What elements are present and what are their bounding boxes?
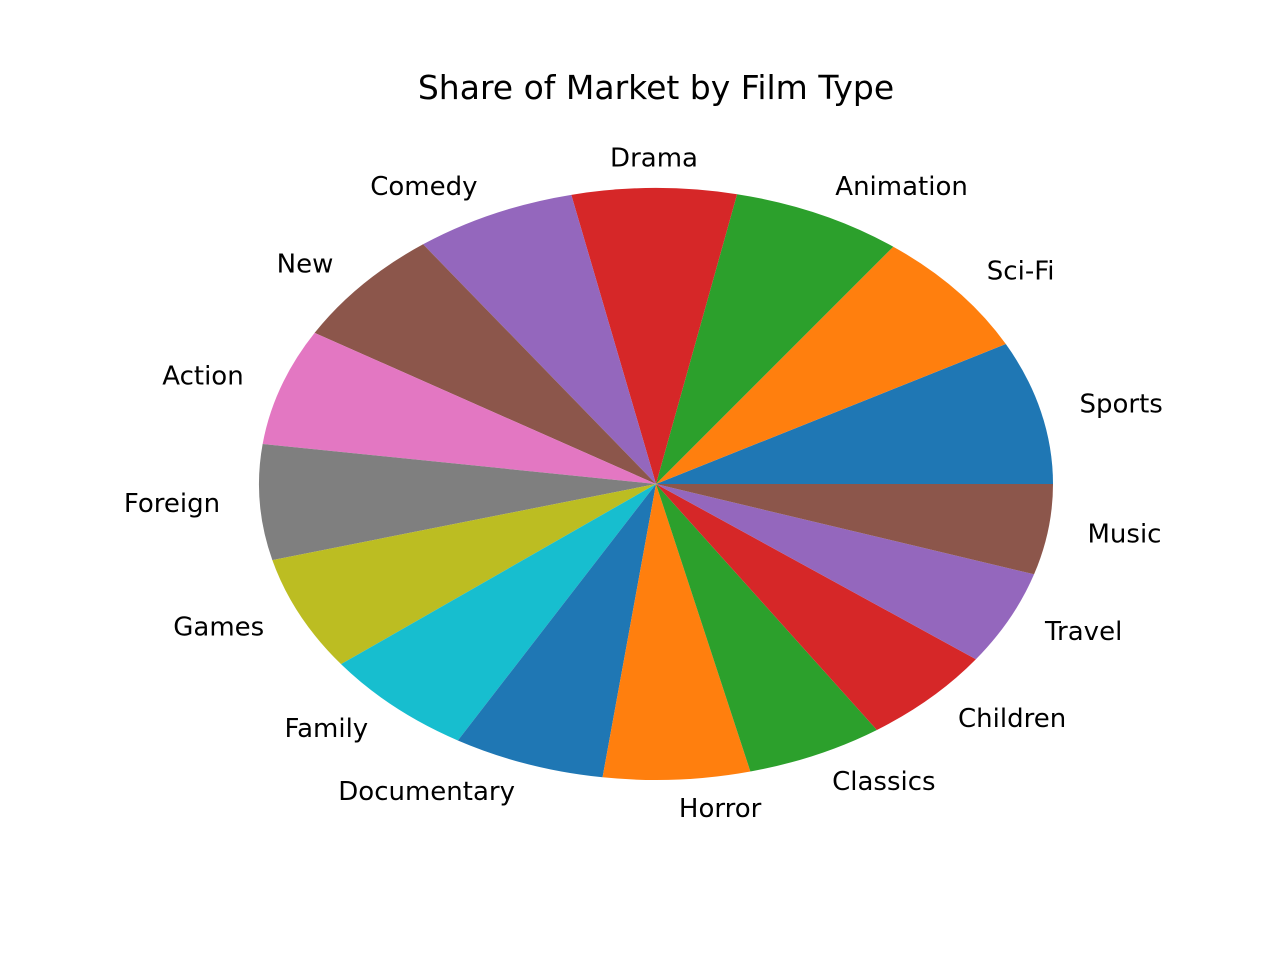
pie-slice-drama <box>571 188 738 484</box>
pie-label-children: Children <box>958 704 1066 734</box>
pie-slice-sci-fi <box>656 246 1006 484</box>
pie-labels: Sports Sci-Fi Animation Drama Comedy New Actio… <box>124 143 1163 824</box>
pie-slice-sports <box>656 344 1053 484</box>
pie-slice-games <box>272 484 656 665</box>
pie-label-foreign: Foreign <box>124 489 220 519</box>
pie-label-sports: Sports <box>1080 390 1163 420</box>
pie-slice-new <box>314 244 656 484</box>
pie-label-new: New <box>277 250 334 280</box>
pie-label-action: Action <box>162 362 243 392</box>
pie-slice-comedy <box>423 194 656 484</box>
pie-slice-animation <box>656 194 894 485</box>
pie-label-classics: Classics <box>832 767 935 797</box>
pie-slice-children <box>656 484 976 730</box>
pie-slice-travel <box>656 484 1035 660</box>
chart-title: Share of Market by Film Type <box>418 68 894 107</box>
pie-label-drama: Drama <box>610 143 698 173</box>
pie-slice-classics <box>656 484 877 772</box>
pie-slice-action <box>262 332 656 484</box>
pie-label-games: Games <box>173 613 264 643</box>
pie-label-travel: Travel <box>1044 617 1122 647</box>
pie-slices <box>259 188 1053 781</box>
pie-label-animation: Animation <box>835 172 968 202</box>
pie-slice-music <box>656 484 1053 575</box>
pie-label-horror: Horror <box>679 794 762 824</box>
pie-slice-documentary <box>457 484 656 778</box>
pie-label-family: Family <box>285 714 369 744</box>
pie-slice-foreign <box>259 443 656 561</box>
pie-label-music: Music <box>1088 519 1162 549</box>
pie-slice-horror <box>602 484 751 781</box>
pie-slice-family <box>341 484 656 741</box>
pie-label-sci-fi: Sci-Fi <box>987 256 1055 286</box>
pie-label-documentary: Documentary <box>338 777 515 807</box>
pie-label-comedy: Comedy <box>370 172 477 202</box>
